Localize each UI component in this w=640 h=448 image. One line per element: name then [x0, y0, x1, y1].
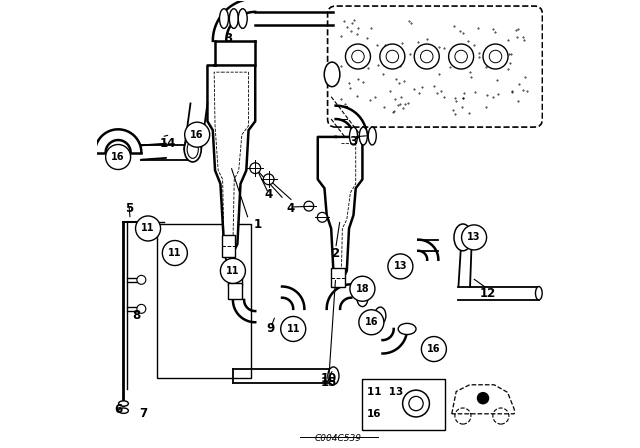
Polygon shape: [184, 103, 207, 150]
Ellipse shape: [118, 408, 129, 414]
Text: 13: 13: [394, 262, 407, 271]
Circle shape: [461, 225, 486, 250]
Circle shape: [359, 310, 384, 335]
Bar: [228, 283, 242, 299]
Text: 16: 16: [191, 129, 204, 140]
Bar: [331, 268, 344, 288]
Bar: [157, 224, 251, 378]
Circle shape: [317, 212, 327, 222]
Text: 11: 11: [287, 324, 300, 334]
Circle shape: [137, 304, 146, 313]
Ellipse shape: [374, 307, 386, 324]
Text: 3: 3: [225, 32, 232, 45]
Text: 11  13: 11 13: [367, 387, 403, 396]
Circle shape: [449, 44, 474, 69]
Circle shape: [388, 254, 413, 279]
Ellipse shape: [425, 339, 443, 352]
Ellipse shape: [536, 287, 542, 300]
Circle shape: [163, 241, 188, 266]
Text: 18: 18: [356, 284, 369, 294]
Circle shape: [421, 336, 446, 362]
Ellipse shape: [398, 323, 416, 335]
Ellipse shape: [368, 127, 376, 145]
Text: 4: 4: [264, 189, 273, 202]
Circle shape: [483, 44, 508, 69]
Text: 4: 4: [287, 202, 295, 215]
Ellipse shape: [357, 289, 368, 306]
Circle shape: [380, 44, 405, 69]
Circle shape: [136, 216, 161, 241]
Ellipse shape: [349, 127, 358, 145]
Circle shape: [477, 392, 489, 405]
Circle shape: [263, 174, 274, 185]
FancyBboxPatch shape: [328, 6, 543, 127]
Text: 16: 16: [367, 409, 381, 419]
Circle shape: [250, 163, 260, 173]
Bar: [228, 270, 242, 286]
Text: 3: 3: [349, 135, 358, 148]
Text: 8: 8: [132, 309, 140, 322]
Text: 15: 15: [321, 376, 337, 389]
Circle shape: [137, 276, 146, 284]
Text: 16: 16: [365, 317, 378, 327]
Text: 9: 9: [267, 323, 275, 336]
Bar: [362, 379, 445, 431]
Ellipse shape: [324, 62, 340, 86]
Circle shape: [346, 44, 371, 69]
Ellipse shape: [359, 127, 367, 145]
Text: 16: 16: [427, 344, 440, 354]
Text: 7: 7: [140, 407, 148, 420]
Text: 11: 11: [141, 224, 155, 233]
Circle shape: [414, 44, 439, 69]
Ellipse shape: [454, 224, 472, 251]
Circle shape: [403, 390, 429, 417]
Ellipse shape: [229, 9, 238, 28]
Circle shape: [350, 276, 375, 301]
Circle shape: [281, 316, 306, 341]
Polygon shape: [207, 65, 255, 253]
Text: C004C539: C004C539: [314, 434, 362, 443]
Circle shape: [106, 145, 131, 169]
Ellipse shape: [118, 401, 129, 406]
Ellipse shape: [328, 367, 339, 385]
Polygon shape: [318, 137, 362, 280]
Text: 11: 11: [226, 266, 239, 276]
Bar: [221, 235, 235, 258]
Ellipse shape: [220, 9, 228, 28]
Ellipse shape: [238, 9, 247, 28]
Text: 14: 14: [160, 137, 177, 150]
Text: 11: 11: [168, 248, 182, 258]
Text: 6: 6: [114, 403, 122, 416]
Ellipse shape: [184, 137, 201, 162]
Text: 2: 2: [332, 246, 340, 259]
Ellipse shape: [187, 141, 198, 158]
Text: 13: 13: [467, 233, 481, 242]
Text: 5: 5: [125, 202, 133, 215]
Circle shape: [220, 258, 245, 284]
Text: 1: 1: [253, 217, 262, 231]
Text: 12: 12: [479, 287, 495, 300]
Circle shape: [185, 122, 210, 147]
Text: 10: 10: [321, 371, 337, 384]
Text: 16: 16: [111, 152, 125, 162]
Circle shape: [304, 201, 314, 211]
